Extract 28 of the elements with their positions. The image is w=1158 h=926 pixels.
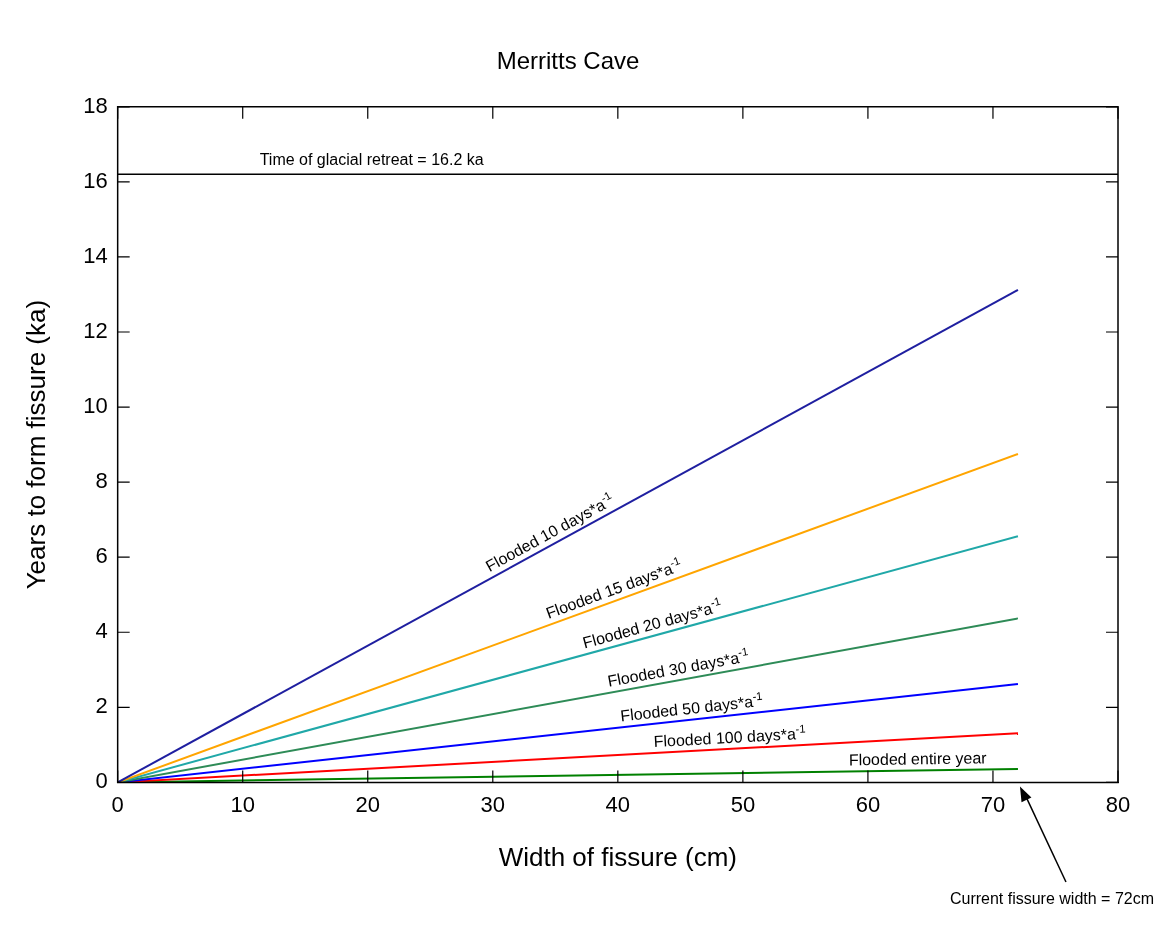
y-tick-label: 2 [95,693,108,719]
y-tick-label: 4 [95,618,108,644]
x-tick-label: 0 [111,791,124,817]
chart-title: Merritts Cave [496,47,640,75]
y-tick-label: 12 [83,318,108,344]
y-tick-label: 8 [95,468,108,494]
x-tick-label: 80 [1105,791,1131,817]
x-axis-title: Width of fissure (cm) [498,841,738,872]
x-tick-label: 40 [605,791,631,817]
series-label: Flooded entire year [848,749,988,769]
series-label: Flooded 100 days*a-1 [653,722,806,751]
y-tick-label: 0 [95,768,108,794]
y-tick-label: 6 [95,543,108,569]
x-tick-label: 50 [730,791,756,817]
x-tick-label: 30 [480,791,506,817]
x-tick-label: 20 [355,791,380,817]
y-axis-title: Years to form fissure (ka) [20,299,51,590]
y-tick-label: 10 [83,393,108,419]
y-tick-label: 14 [83,243,108,268]
text: Flooded 30 days*a-1 [606,645,750,690]
y-tick-label: 16 [83,167,108,193]
x-tick-label: 70 [980,791,1006,817]
text: Flooded 50 days*a-1 [619,689,763,725]
ref-line-label: Time of glacial retreat = 16.2 ka [259,151,484,169]
x-tick-label: 10 [230,791,255,817]
x-tick-label: 60 [855,791,881,817]
text: Current fissure width = 72cm [949,890,1154,907]
y-tick-label: 18 [83,92,108,118]
